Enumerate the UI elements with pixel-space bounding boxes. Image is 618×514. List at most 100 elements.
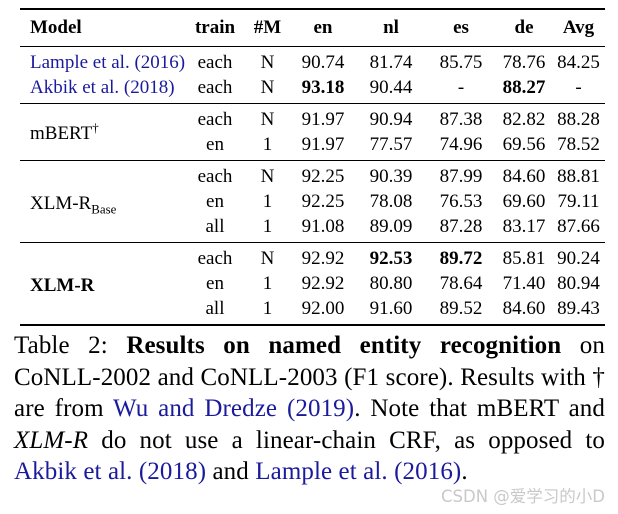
score-cell: 78.76 (502, 52, 546, 73)
score-cell: 89.09 (369, 216, 413, 237)
col-header-nl: nl (383, 17, 399, 38)
citation-link[interactable]: Lample et al. (2016) (255, 458, 462, 485)
score-cell: 87.66 (557, 216, 600, 237)
train-cell: each (197, 166, 233, 187)
table-group: Lample et al. (2016) each N 90.74 81.74 85.75… (20, 47, 605, 104)
score-cell: 76.53 (439, 191, 483, 212)
results-table: Model train #M en nl es de Avg Lample et al. (2… (20, 8, 605, 326)
text-segment: XLM-R (14, 426, 89, 454)
col-header-es: es (453, 17, 469, 38)
score-cell: 78.64 (439, 273, 483, 294)
score-cell: 85.81 (502, 248, 546, 269)
table-group: mBERT† each N 91.97 90.94 87.38 82.82 88.28 en 1 9… (20, 103, 605, 161)
score-cell: 82.82 (502, 109, 546, 130)
dagger-superscript: † (92, 119, 99, 135)
citation-link[interactable]: Akbik et al. (2018) (30, 77, 175, 98)
num-models-cell: N (260, 109, 275, 130)
score-cell: 92.92 (301, 273, 345, 294)
score-cell: 91.97 (301, 134, 345, 155)
score-cell: 79.11 (557, 191, 600, 212)
table-group: XLM-RBase each N 92.25 90.39 87.99 84.60 88.81 e… (20, 160, 605, 243)
score-cell: 78.08 (369, 191, 413, 212)
score-cell: 84.60 (502, 298, 546, 319)
score-cell: 88.28 (557, 109, 600, 130)
citation-link[interactable]: Akbik et al. (2018) (14, 458, 207, 485)
score-cell: 92.25 (301, 166, 345, 187)
score-cell: 77.57 (369, 134, 413, 155)
text-segment: XLM-R (30, 192, 92, 214)
num-models-cell: N (260, 248, 275, 269)
score-cell: 87.99 (439, 166, 483, 187)
score-cell: 91.97 (301, 109, 345, 130)
train-cell: en (206, 273, 224, 294)
score-cell: 78.52 (557, 134, 600, 155)
text-segment: XLM-R (30, 274, 95, 296)
score-cell: 69.60 (502, 191, 546, 212)
score-cell: 90.24 (557, 248, 600, 269)
table-row: all 1 91.08 89.09 87.28 83.17 87.66 (20, 214, 605, 243)
score-cell: 83.17 (502, 216, 546, 237)
score-cell: 92.25 (301, 191, 345, 212)
citation-link[interactable]: Wu and Dredze (2019) (113, 395, 355, 422)
num-models-cell: N (260, 77, 275, 98)
train-cell: each (197, 109, 233, 130)
table-row: en 1 92.25 78.08 76.53 69.60 79.11 (20, 189, 605, 214)
model-citation-cell: Akbik et al. (2018) (20, 75, 185, 104)
model-name-cell: XLM-RBase (20, 161, 185, 243)
table-row: XLM-R each N 92.92 92.53 89.72 85.81 90.24 (20, 243, 605, 296)
model-citation-cell: Lample et al. (2016) (20, 47, 185, 76)
num-models-cell: N (260, 166, 275, 187)
train-cell: all (205, 216, 225, 237)
table-header: Model train #M en nl es de Avg (20, 9, 605, 47)
table-row: Akbik et al. (2018) each N 93.18 90.44 - 88.27… (20, 75, 605, 104)
score-cell: 80.94 (557, 273, 600, 294)
text-segment: . (461, 458, 468, 485)
score-cell: 85.75 (439, 52, 483, 73)
score-cell: 74.96 (439, 134, 483, 155)
score-cell: - (575, 77, 582, 98)
score-cell: 84.60 (502, 166, 546, 187)
table-row: XLM-RBase each N 92.25 90.39 87.99 84.60 88.81 (20, 161, 605, 215)
text-segment: mBERT (30, 123, 93, 144)
train-cell: each (197, 77, 233, 98)
text-segment: do not use a linear-chain CRF, as oppose… (88, 426, 605, 454)
text-segment: Results on named entity recognition (126, 332, 562, 359)
col-header-avg: Avg (562, 17, 595, 38)
csdn-watermark: CSDN @爱学习的小D (441, 487, 605, 506)
text-segment: Table 2: (14, 332, 127, 359)
score-cell: 93.18 (301, 77, 345, 98)
table-group: XLM-R each N 92.92 92.53 89.72 85.81 90.24 en 1 92… (20, 242, 605, 326)
score-cell: 90.74 (301, 52, 345, 73)
score-cell: 92.53 (369, 248, 413, 269)
train-cell: each (197, 52, 233, 73)
score-cell: 90.94 (369, 109, 413, 130)
header-row: Model train #M en nl es de Avg (20, 9, 605, 47)
train-cell: all (205, 298, 225, 319)
num-models-cell: N (260, 52, 275, 73)
table-row: mBERT† each N 91.97 90.94 87.38 82.82 88.28 (20, 104, 605, 144)
score-cell: 92.92 (301, 248, 345, 269)
col-header-de: de (514, 17, 534, 38)
table-row: Lample et al. (2016) each N 90.74 81.74 85.75… (20, 47, 605, 76)
score-cell: 88.81 (557, 166, 600, 187)
num-models-cell: 1 (262, 298, 273, 319)
num-models-cell: 1 (262, 134, 273, 155)
score-cell: 90.44 (369, 77, 413, 98)
score-cell: 87.28 (439, 216, 483, 237)
score-cell: 88.27 (502, 77, 546, 98)
train-cell: en (206, 134, 224, 155)
score-cell: 69.56 (502, 134, 546, 155)
table-row: en 1 92.92 80.80 78.64 71.40 80.94 (20, 271, 605, 296)
score-cell: 91.60 (369, 298, 413, 319)
table-row: all 1 92.00 91.60 89.52 84.60 89.43 (20, 296, 605, 325)
table-row: en 1 91.97 77.57 74.96 69.56 78.52 (20, 132, 605, 161)
col-header-model: Model (30, 17, 82, 38)
subscript-label: Base (91, 201, 117, 217)
col-header-en: en (313, 17, 333, 38)
num-models-cell: 1 (262, 191, 273, 212)
train-cell: en (206, 191, 224, 212)
col-header-m: #M (253, 17, 282, 38)
citation-link[interactable]: Lample et al. (2016) (30, 52, 186, 73)
score-cell: 91.08 (301, 216, 345, 237)
